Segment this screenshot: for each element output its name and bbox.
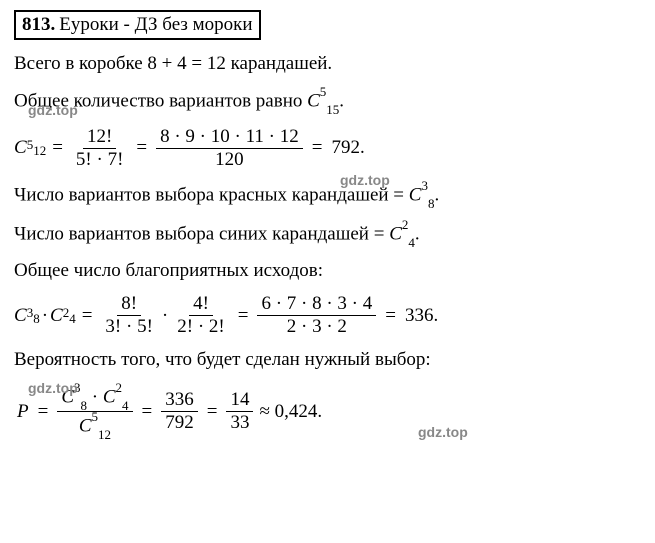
sub: 4	[408, 235, 415, 250]
subscript: 15	[326, 102, 339, 117]
denominator: 792	[161, 412, 198, 434]
numerator: 14	[226, 389, 253, 412]
c-symbol: C	[50, 305, 63, 327]
equals: =	[52, 137, 63, 159]
equals: =	[142, 401, 153, 423]
fraction-main: C38 · C24 C512	[57, 383, 132, 440]
denominator: C512	[75, 412, 115, 440]
denominator: 2! · 2!	[173, 316, 228, 338]
sup: 3	[421, 178, 428, 193]
fraction-1: 12! 5! · 7!	[72, 126, 127, 171]
problem-header-box: 813. Еуроки - ДЗ без мороки	[14, 10, 261, 40]
numerator: 6 · 7 · 8 · 3 · 4	[257, 293, 376, 316]
period: .	[434, 184, 439, 205]
combination-c12-5: C512	[14, 137, 46, 159]
text-line-2: Общее количество вариантов равно C5 15.	[14, 87, 641, 116]
text-line-6: Общее число благоприятных исходов:	[14, 259, 641, 284]
fraction-1: 8! 3! · 5!	[101, 293, 156, 338]
c-symbol: C	[409, 184, 422, 205]
denominator: 120	[211, 149, 248, 171]
numerator: 4!	[189, 293, 213, 316]
sup: 2	[402, 217, 409, 232]
sub: 12	[33, 143, 46, 159]
equals: =	[312, 137, 323, 159]
l2-text: Общее количество вариантов равно	[14, 90, 307, 111]
c-symbol: C	[389, 223, 402, 244]
result: 792.	[331, 137, 364, 159]
equals: =	[38, 401, 49, 423]
problem-number: 813.	[22, 14, 55, 35]
text-line-5: Число вариантов выбора синих карандашей …	[14, 220, 641, 249]
c-symbol: C	[14, 137, 27, 159]
period: .	[415, 223, 420, 244]
fraction-2: 4! 2! · 2!	[173, 293, 228, 338]
c4-2: C24	[50, 305, 76, 327]
denominator: 5! · 7!	[72, 149, 127, 171]
result: 336.	[405, 305, 438, 327]
numerator: 8 · 9 · 10 · 11 · 12	[156, 126, 303, 149]
equals: =	[238, 305, 249, 327]
header-title: Еуроки - ДЗ без мороки	[59, 14, 252, 35]
text-line-4: Число вариантов выбора красных карандаше…	[14, 181, 641, 210]
fraction-3: 14 33	[226, 389, 253, 434]
equals: =	[385, 305, 396, 327]
fraction-3: 6 · 7 · 8 · 3 · 4 2 · 3 · 2	[257, 293, 376, 338]
equals: =	[136, 137, 147, 159]
sub: 8	[428, 196, 435, 211]
c-symbol: C	[14, 305, 27, 327]
multiply-dot: ·	[162, 305, 168, 327]
equation-line-7: C38 · C24 = 8! 3! · 5! · 4! 2! · 2! = 6 …	[14, 293, 641, 338]
equation-line-3: C512 = 12! 5! · 7! = 8 · 9 · 10 · 11 · 1…	[14, 126, 641, 171]
numerator: 336	[161, 389, 198, 412]
p-symbol: P	[17, 401, 29, 423]
multiply-dot: ·	[42, 305, 48, 327]
sub: 4	[69, 311, 76, 327]
combination-symbol: C	[307, 90, 320, 111]
l4-text: Число вариантов выбора красных карандаше…	[14, 184, 409, 205]
text-line-1: Всего в коробке 8 + 4 = 12 карандашей.	[14, 52, 641, 77]
period: .	[339, 90, 344, 111]
equation-line-9: P = C38 · C24 C512 = 336 792 = 14 33 ≈ 0…	[14, 383, 641, 440]
approx-result: ≈ 0,424.	[259, 401, 322, 423]
superscript: 5	[320, 84, 327, 99]
denominator: 33	[226, 412, 253, 434]
denominator: 2 · 3 · 2	[283, 316, 351, 338]
equals: =	[207, 401, 218, 423]
c8-3: C38	[14, 305, 40, 327]
denominator: 3! · 5!	[101, 316, 156, 338]
numerator: 8!	[117, 293, 141, 316]
text-line-8: Вероятность того, что будет сделан нужны…	[14, 348, 641, 373]
numerator: 12!	[83, 126, 116, 149]
sub: 8	[33, 311, 40, 327]
numerator: C38 · C24	[57, 383, 132, 412]
equals: =	[82, 305, 93, 327]
fraction-2: 336 792	[161, 389, 198, 434]
fraction-2: 8 · 9 · 10 · 11 · 12 120	[156, 126, 303, 171]
l5-text: Число вариантов выбора синих карандашей …	[14, 223, 389, 244]
